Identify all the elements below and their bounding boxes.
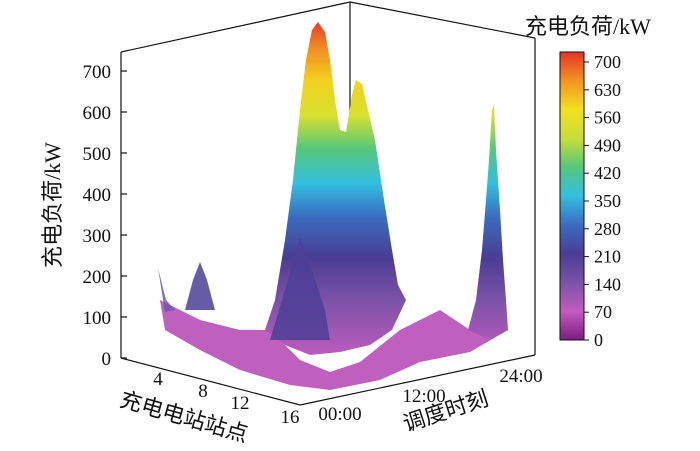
station-tick-label: 4 bbox=[153, 369, 163, 390]
back-right-edge bbox=[349, 1, 536, 39]
surface-left-edge bbox=[158, 268, 175, 312]
colorbar-ticks: 0 70 140 210 280 350 420 490 560 630 700 bbox=[584, 52, 621, 350]
colorbar-tick-label: 420 bbox=[594, 163, 621, 183]
station-tick-label: 8 bbox=[198, 381, 208, 402]
colorbar: 充电负荷/kW 0 70 140 210 280 350 420 490 560 630 700 bbox=[525, 14, 651, 350]
z-tick-label: 0 bbox=[102, 349, 112, 370]
time-axis: 00:00 12:00 24:00 bbox=[318, 366, 542, 425]
colorbar-tick-label: 210 bbox=[594, 247, 621, 267]
z-tick-label: 300 bbox=[83, 226, 112, 247]
surface-mid-bump bbox=[270, 238, 330, 340]
z-axis-title: 充电负荷/kW bbox=[40, 142, 65, 268]
z-tick-label: 600 bbox=[83, 103, 112, 124]
floor-right-edge bbox=[299, 354, 536, 406]
colorbar-tick-label: 350 bbox=[594, 191, 621, 211]
time-tick-label: 12:00 bbox=[402, 386, 445, 407]
surface-left-bump bbox=[185, 262, 215, 310]
z-tick-label: 100 bbox=[83, 308, 112, 329]
z-axis: 0 100 200 300 400 500 600 700 bbox=[83, 62, 127, 370]
surface-base bbox=[160, 300, 508, 390]
floor-left-edge bbox=[120, 357, 301, 406]
back-top-edge bbox=[120, 1, 351, 53]
station-tick-label: 12 bbox=[231, 393, 250, 414]
colorbar-tick-label: 140 bbox=[594, 274, 621, 294]
time-tick-label: 24:00 bbox=[499, 366, 542, 387]
colorbar-title: 充电负荷/kW bbox=[525, 14, 651, 39]
station-tick-label: 16 bbox=[281, 407, 300, 428]
station-axis: 4 8 12 16 bbox=[153, 369, 299, 428]
surface-right-ridge bbox=[468, 105, 508, 340]
colorbar-tick-label: 280 bbox=[594, 219, 621, 239]
load-surface bbox=[158, 22, 508, 390]
z-tick-label: 200 bbox=[83, 267, 112, 288]
colorbar-tick-label: 70 bbox=[594, 302, 612, 322]
z-tick-label: 700 bbox=[83, 62, 112, 83]
colorbar-tick-label: 630 bbox=[594, 80, 621, 100]
z-tick-label: 500 bbox=[83, 144, 112, 165]
time-tick-label: 00:00 bbox=[318, 404, 361, 425]
colorbar-tick-label: 0 bbox=[594, 330, 603, 350]
colorbar-tick-label: 700 bbox=[594, 52, 621, 72]
z-tick-label: 400 bbox=[83, 185, 112, 206]
colorbar-gradient bbox=[559, 51, 585, 341]
colorbar-tick-label: 490 bbox=[594, 135, 621, 155]
colorbar-tick-label: 560 bbox=[594, 108, 621, 128]
